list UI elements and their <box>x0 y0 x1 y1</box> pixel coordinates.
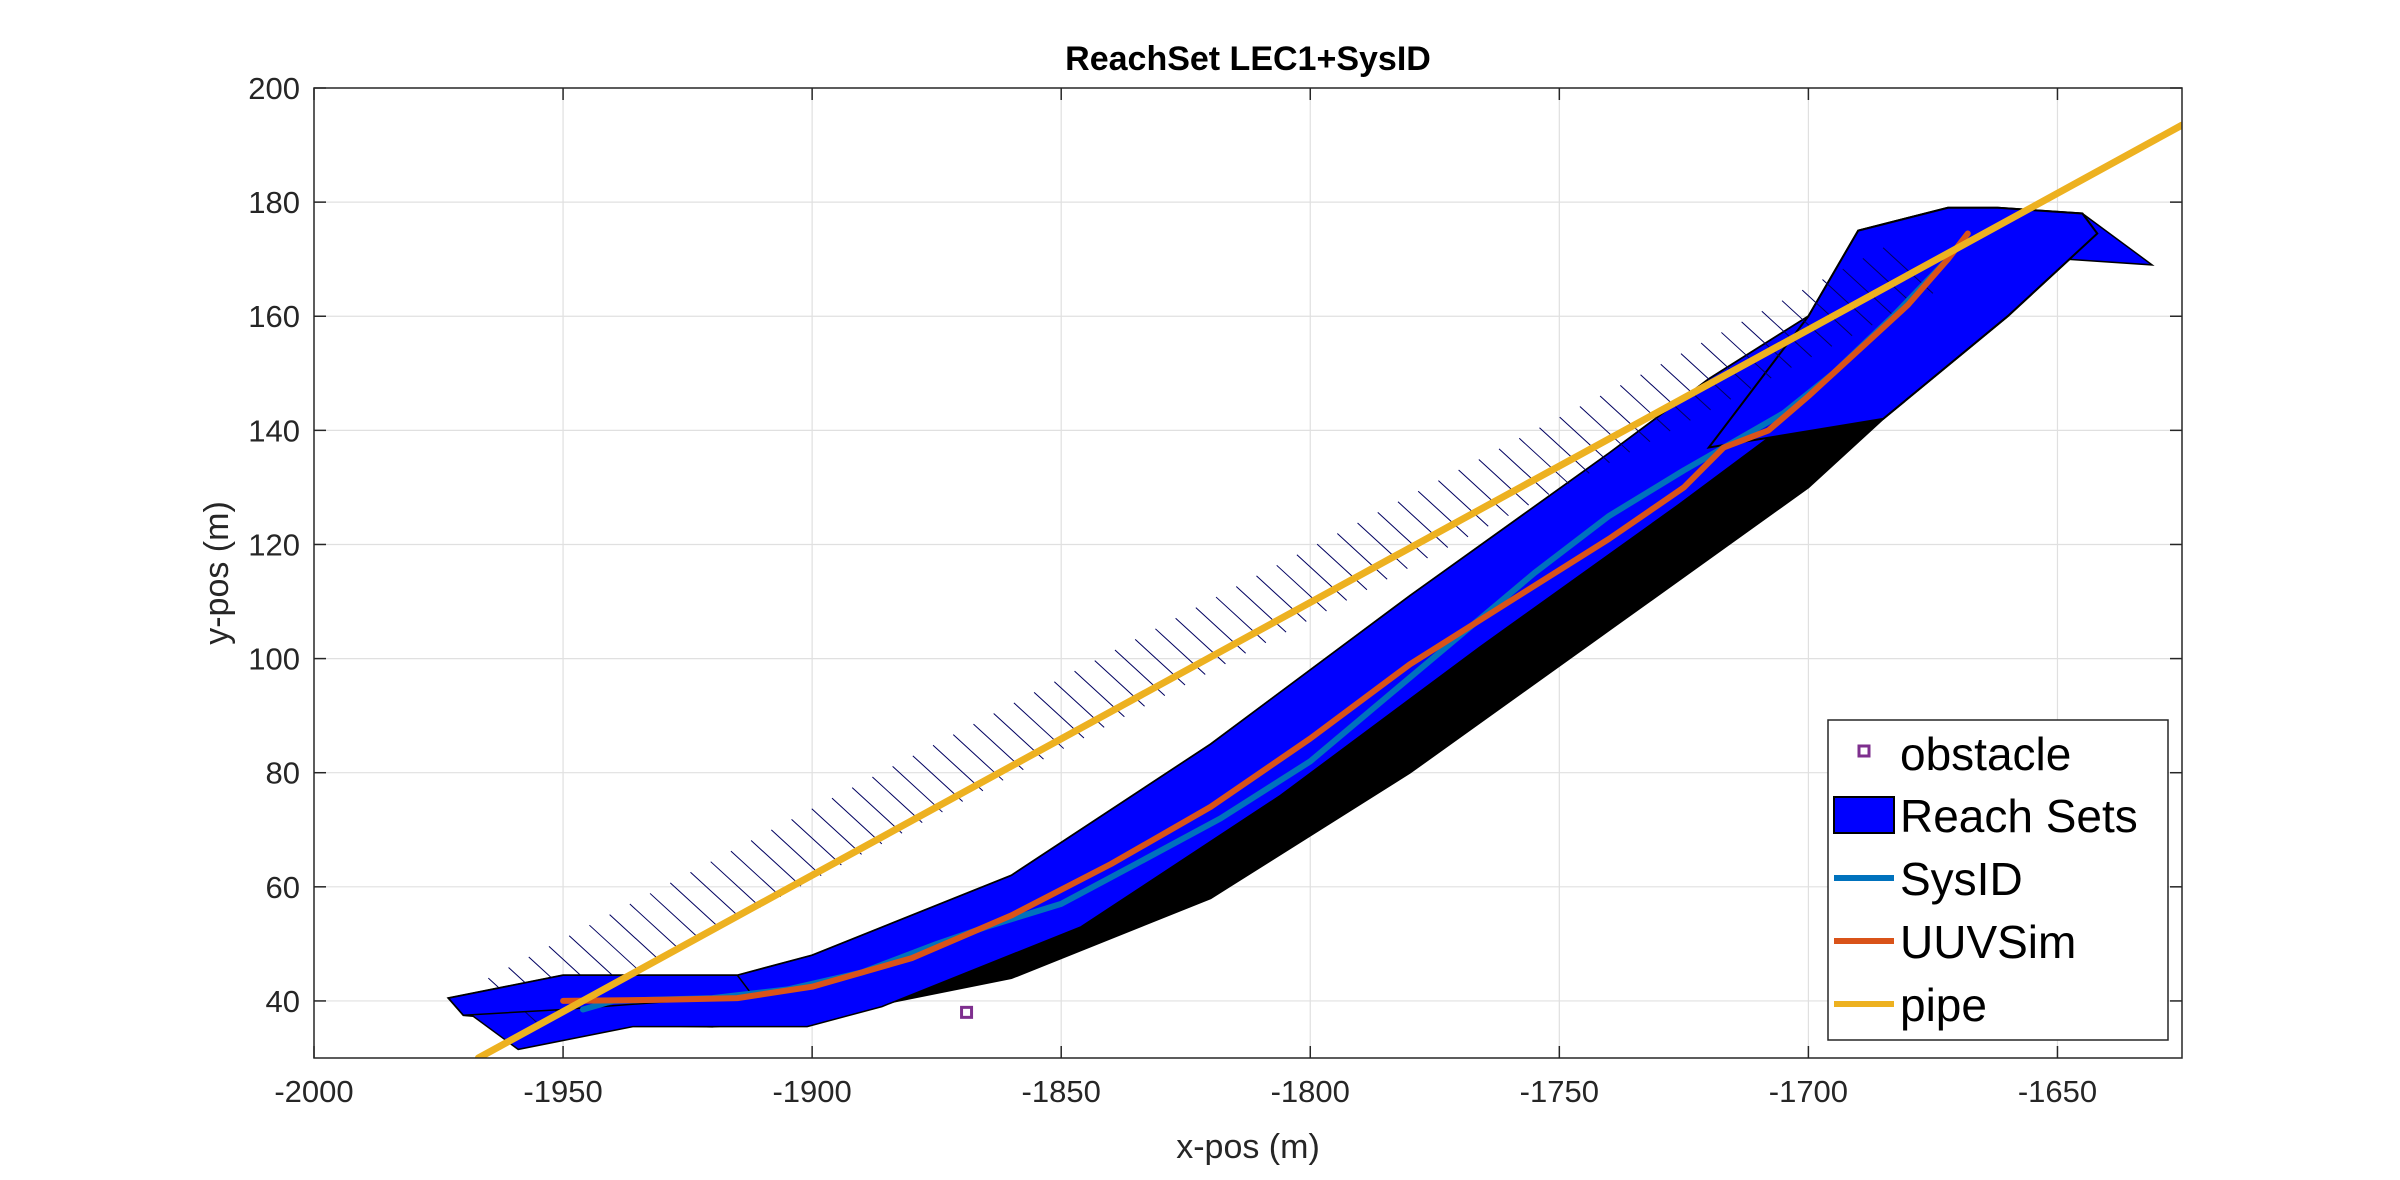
chart-title: ReachSet LEC1+SysID <box>1065 40 1431 78</box>
x-tick-label: -1700 <box>1769 1074 1848 1109</box>
legend-uuvsim-label: UUVSim <box>1900 916 2076 968</box>
reach-set-edge <box>831 797 883 845</box>
reach-set-edge <box>730 850 782 898</box>
x-tick-label: -1900 <box>772 1074 851 1109</box>
reach-set-edge <box>750 840 802 887</box>
reach-sets-band <box>446 207 2155 1051</box>
reach-set-edge <box>1377 512 1428 559</box>
reach-set-edge <box>1700 342 1752 390</box>
reach-set-edge <box>1741 321 1792 368</box>
reach-set-edge <box>1619 384 1671 432</box>
reach-set-edge <box>1761 310 1812 358</box>
reach-set-edge <box>1801 289 1853 337</box>
x-axis-title: x-pos (m) <box>1176 1128 1320 1166</box>
y-tick-label: 140 <box>248 413 300 448</box>
series-line-pipe <box>474 121 2182 1058</box>
reach-set-edge <box>1842 268 1893 315</box>
y-tick-label: 80 <box>266 756 300 791</box>
axis-ticks: -2000 -1950 -1900 -1850 -1800 -1750 -1700 -1650… <box>248 71 2182 1109</box>
data-layer <box>446 121 2182 1058</box>
y-tick-label: 200 <box>248 71 300 106</box>
reach-set-edge <box>1337 533 1388 580</box>
x-tick-label: -1750 <box>1520 1074 1599 1109</box>
reach-set-edge <box>1680 353 1732 400</box>
reach-set-edge <box>1458 469 1509 517</box>
reach-set-edge <box>1660 363 1711 411</box>
reach-set-edge <box>690 871 741 919</box>
y-tick-label: 160 <box>248 299 300 334</box>
reach-set-edge <box>629 903 680 951</box>
reach-set-edge <box>669 882 721 929</box>
reach-set-edge <box>1599 395 1651 442</box>
reach-set-edge <box>1276 564 1327 612</box>
reach-set-edge <box>1397 501 1449 548</box>
reach-set-edge <box>791 818 842 866</box>
reach-set-edge <box>568 935 620 982</box>
x-tick-label: -1800 <box>1271 1074 1350 1109</box>
reach-set-edge <box>1518 437 1570 485</box>
reach-set-edge <box>1539 427 1590 474</box>
y-axis-title: y-pos (m) <box>198 501 236 645</box>
reach-set-edge <box>1357 522 1408 569</box>
reach-set-edge <box>872 776 923 824</box>
y-tick-label: 40 <box>266 984 300 1019</box>
reach-set-edge <box>589 924 640 972</box>
reach-set-edge <box>609 914 660 961</box>
reach-set-edge <box>1640 374 1691 421</box>
reach-set-edge <box>851 787 903 834</box>
reach-set-edge <box>1478 459 1529 506</box>
legend-pipe-label: pipe <box>1900 979 1987 1031</box>
reach-set-edge <box>1781 300 1833 347</box>
legend-obstacle-marker <box>1857 744 1871 758</box>
obstacle-marker <box>960 1005 974 1019</box>
x-tick-label: -2000 <box>274 1074 353 1109</box>
y-tick-label: 120 <box>248 527 300 562</box>
reach-set-edge <box>1862 257 1914 305</box>
y-tick-label: 100 <box>248 642 300 677</box>
x-tick-label: -1950 <box>523 1074 602 1109</box>
reach-set-edge <box>1579 406 1631 453</box>
reach-set-final <box>1706 206 2099 449</box>
reach-set-edge <box>710 861 761 908</box>
reach-set-edge <box>1316 543 1368 591</box>
reach-set-edge <box>1498 448 1550 495</box>
x-tick-label: -1650 <box>2018 1074 2097 1109</box>
reach-set-edge <box>1296 554 1348 601</box>
reach-set-edge <box>811 808 862 855</box>
y-tick-label: 60 <box>266 870 300 905</box>
legend-reach-sets-swatch <box>1833 796 1895 834</box>
reach-set-edge <box>1559 416 1610 464</box>
reach-set-edge <box>1822 279 1873 326</box>
x-tick-label: -1850 <box>1022 1074 1101 1109</box>
legend-obstacle-label: obstacle <box>1900 728 2071 780</box>
legend: obstacle Reach Sets SysID UUVSim pipe <box>1827 719 2169 1041</box>
legend-sysid-label: SysID <box>1900 853 2023 905</box>
reach-set-edge <box>649 893 701 940</box>
reach-set-edge <box>1438 480 1489 527</box>
y-tick-label: 180 <box>248 185 300 220</box>
reach-set-edge <box>1256 575 1307 622</box>
series-line-uuvsim <box>560 230 1971 1004</box>
legend-reach-sets-label: Reach Sets <box>1900 790 2138 842</box>
plot-area-border <box>313 87 2183 1059</box>
reach-set-edge <box>771 829 822 876</box>
reach-set-edge <box>1417 490 1469 538</box>
reach-set-edge <box>1235 586 1287 633</box>
reach-set-edge <box>1721 332 1772 379</box>
